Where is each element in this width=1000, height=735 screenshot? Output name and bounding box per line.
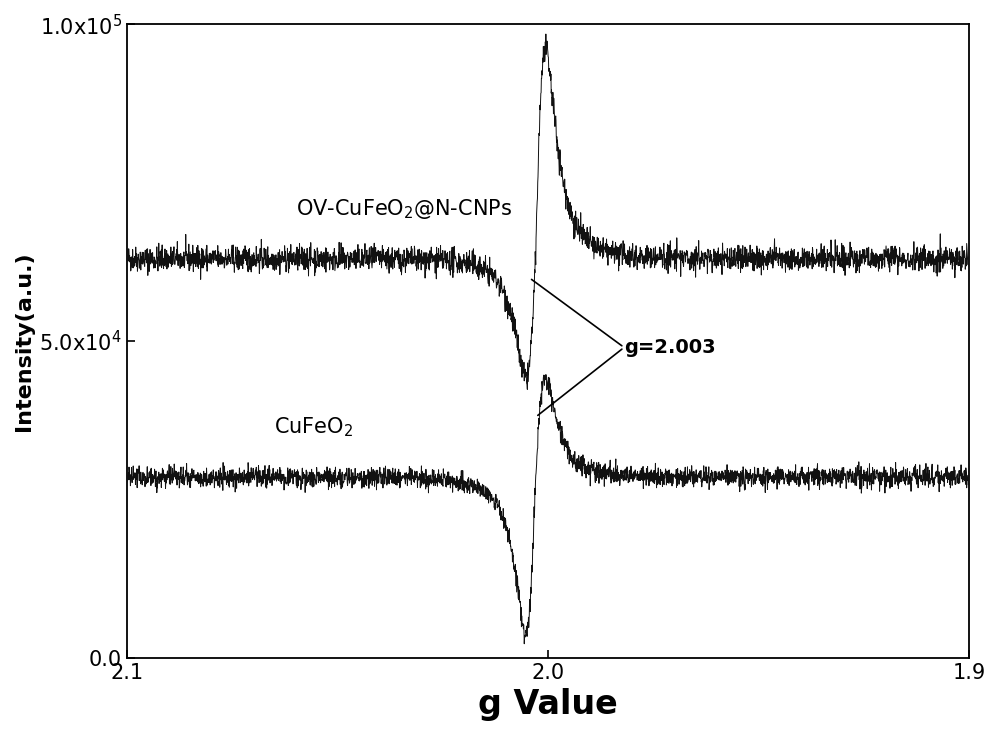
Text: OV-CuFeO$_2$@N-CNPs: OV-CuFeO$_2$@N-CNPs [296, 197, 512, 220]
X-axis label: g Value: g Value [478, 688, 618, 721]
Text: g=2.003: g=2.003 [624, 338, 716, 357]
Text: CuFeO$_2$: CuFeO$_2$ [274, 415, 354, 440]
Y-axis label: Intensity(a.u.): Intensity(a.u.) [14, 251, 34, 431]
